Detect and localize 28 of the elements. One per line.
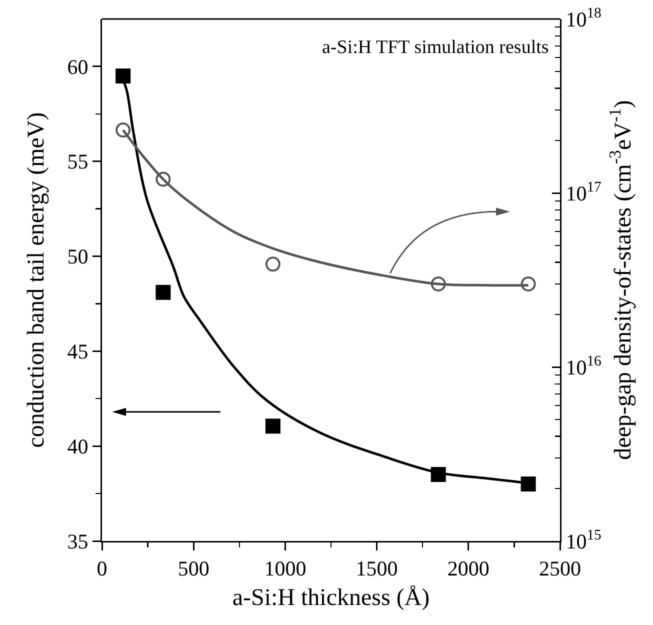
x-tick-label: 500 [178, 556, 210, 581]
y-tick-label: 40 [67, 434, 88, 458]
point [520, 476, 536, 492]
y-axis-title: conduction band tail energy (meV) [24, 112, 50, 448]
y2-tick-label: 10$^{18}$ [566, 6, 602, 32]
x-tick-label: 1500 [356, 556, 398, 581]
y-tick-label: 55 [67, 150, 88, 174]
y-tick-label: 60 [67, 54, 88, 79]
point [265, 256, 280, 272]
y-tick-label: 50 [67, 244, 88, 269]
x-axis-title: a-Si:H thickness (Å) [232, 584, 430, 611]
point [116, 68, 131, 84]
y2-tick-label: 10$^{16}$ [566, 354, 602, 380]
y-tick-label: 45 [67, 340, 88, 364]
point [430, 276, 446, 292]
point [156, 284, 171, 300]
x-tick-label: 2500 [539, 556, 581, 581]
annotation: a-Si:H TFT simulation results [322, 37, 549, 58]
point [116, 122, 131, 138]
x-tick-label: 2000 [447, 556, 490, 581]
point [156, 172, 171, 187]
x-tick-label: 0 [96, 556, 108, 581]
point [265, 418, 280, 434]
point [520, 276, 536, 292]
y-tick-label: 35 [67, 529, 88, 554]
x-tick-label: 1000 [264, 556, 306, 581]
y2-tick-label: 10$^{17}$ [566, 180, 602, 206]
y2-tick-label: 10$^{15}$ [566, 528, 602, 554]
